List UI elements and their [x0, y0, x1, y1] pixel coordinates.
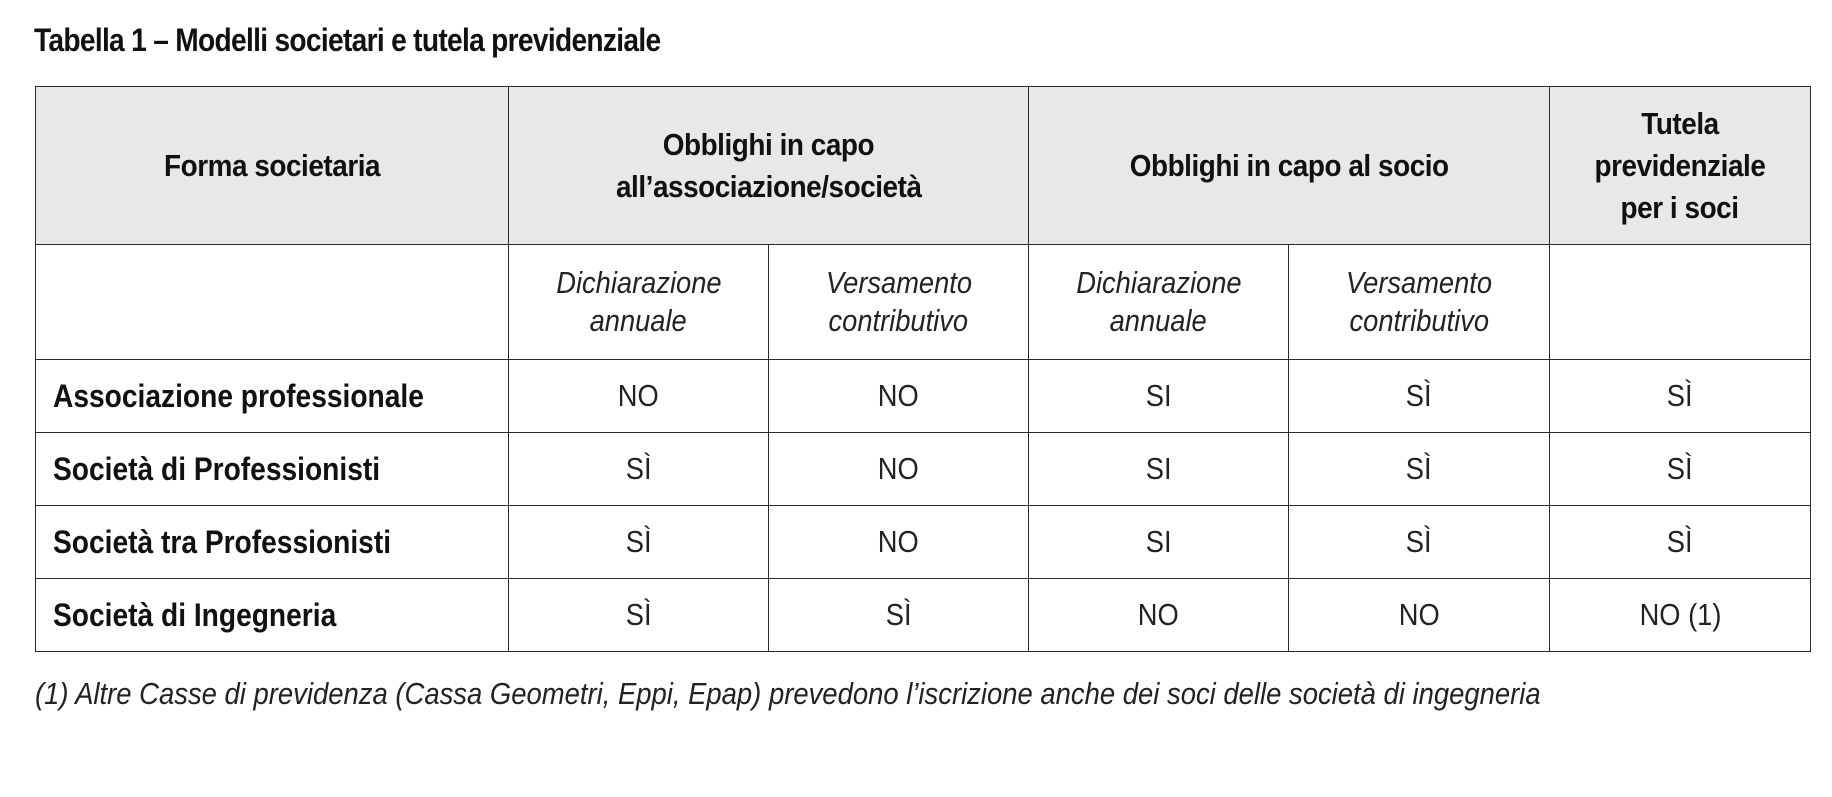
table-title: Tabella 1 – Modelli societari e tutela p…: [34, 22, 661, 58]
row-label: Associazione professionale: [35, 359, 509, 433]
header-obblighi-associazione: Obblighi in capo all’associazione/societ…: [507, 86, 1030, 245]
table-cell: NO: [508, 359, 769, 433]
table-cell: SÌ: [1288, 359, 1551, 433]
table-cell: SÌ: [1288, 505, 1551, 579]
header-forma-societaria: Forma societaria: [35, 86, 509, 245]
table-cell: SI: [1028, 359, 1290, 433]
subheader-versamento-associazione: Versamento contributivo: [767, 244, 1030, 360]
table-cell: SI: [1028, 505, 1290, 579]
table-row: Società di Professionisti SÌ NO SI SÌ SÌ: [35, 432, 1812, 506]
table-cell: SÌ: [1549, 505, 1812, 579]
table-cell: SÌ: [508, 578, 769, 652]
subheader-dichiarazione-socio: Dichiarazione annuale: [1028, 244, 1290, 360]
header-obblighi-socio: Obblighi in capo al socio: [1028, 86, 1551, 245]
header-row: Forma societaria Obblighi in capo all’as…: [35, 86, 1812, 245]
table-cell: SÌ: [767, 578, 1030, 652]
table-row: Società tra Professionisti SÌ NO SI SÌ S…: [35, 505, 1812, 579]
row-label: Società tra Professionisti: [35, 505, 509, 579]
header-tutela-previdenziale: Tutela previdenziale per i soci: [1549, 86, 1812, 245]
subheader-dichiarazione-associazione: Dichiarazione annuale: [508, 244, 769, 360]
table-cell: NO: [1028, 578, 1290, 652]
table-cell: SÌ: [1549, 359, 1812, 433]
table-cell: SÌ: [1288, 432, 1551, 506]
table-row: Società di Ingegneria SÌ SÌ NO NO NO (1): [35, 578, 1812, 652]
row-label: Società di Professionisti: [35, 432, 509, 506]
table-cell: NO: [1288, 578, 1551, 652]
table-cell: SÌ: [1549, 432, 1812, 506]
subheader-versamento-socio: Versamento contributivo: [1288, 244, 1551, 360]
table-cell: NO: [767, 505, 1030, 579]
table-cell: NO (1): [1549, 578, 1812, 652]
table-cell: NO: [767, 359, 1030, 433]
societary-models-table: Forma societaria Obblighi in capo all’as…: [35, 86, 1812, 652]
subheader-empty-cell: [35, 244, 509, 360]
table-row: Associazione professionale NO NO SI SÌ S…: [35, 359, 1812, 433]
table-cell: SI: [1028, 432, 1290, 506]
subheader-empty-cell: [1549, 244, 1812, 360]
table-cell: SÌ: [508, 505, 769, 579]
table-footnote: (1) Altre Casse di previdenza (Cassa Geo…: [35, 676, 1541, 711]
row-label: Società di Ingegneria: [35, 578, 509, 652]
subheader-row: Dichiarazione annuale Versamento contrib…: [35, 244, 1812, 360]
table-cell: NO: [767, 432, 1030, 506]
table-cell: SÌ: [508, 432, 769, 506]
